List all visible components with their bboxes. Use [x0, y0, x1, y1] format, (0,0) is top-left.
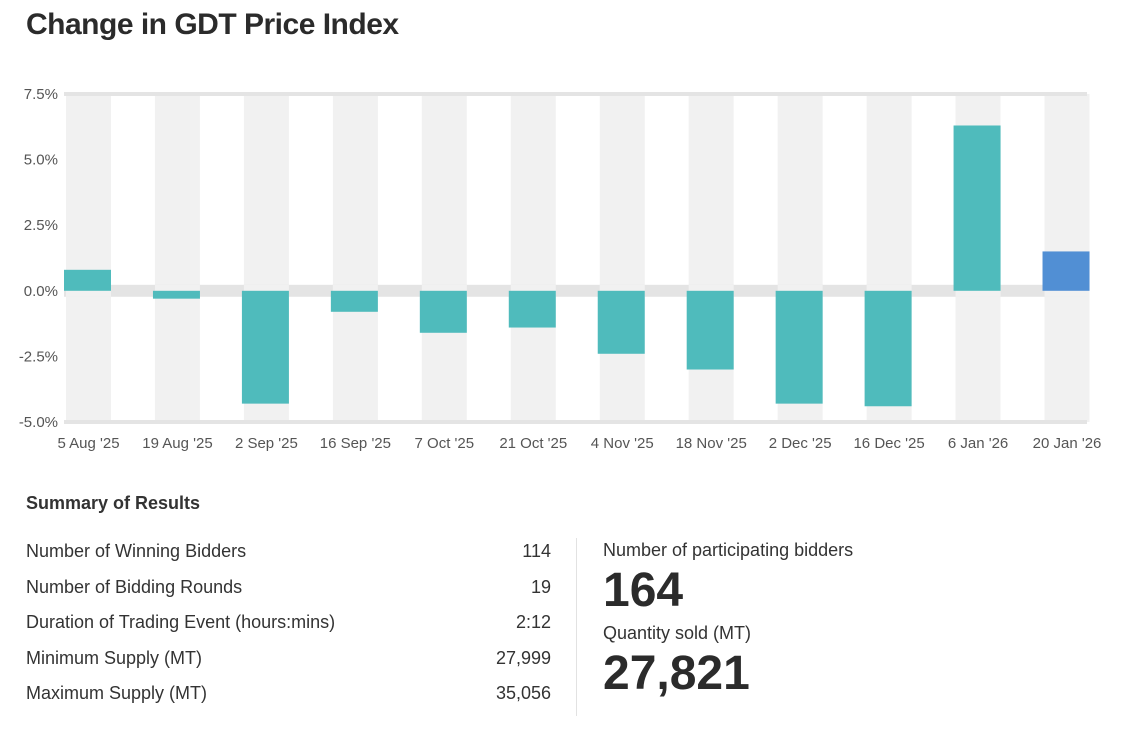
summary-row: Maximum Supply (MT) 35,056 — [26, 676, 551, 712]
summary-title: Summary of Results — [26, 493, 201, 513]
page-title: Change in GDT Price Index — [26, 8, 399, 41]
row-value: 2:12 — [515, 612, 551, 632]
y-tick-label: -5.0% — [19, 414, 58, 431]
x-tick-label: 21 Oct '25 — [499, 435, 567, 452]
x-tick-label: 18 Nov '25 — [676, 435, 747, 452]
summary-row: Number of Winning Bidders 114 — [26, 534, 551, 570]
x-tick-label: 6 Jan '26 — [948, 435, 1008, 452]
x-tick-label: 16 Sep '25 — [320, 435, 391, 452]
bar-18-nov-25 — [686, 290, 734, 370]
bottom-gridline — [64, 420, 1087, 424]
column-stripe — [66, 94, 111, 422]
x-tick-label: 7 Oct '25 — [415, 435, 475, 452]
y-tick-label: 0.0% — [24, 283, 58, 300]
y-tick-label: 7.5% — [24, 86, 58, 103]
row-label: Number of Bidding Rounds — [26, 576, 243, 597]
summary-row: Number of Bidding Rounds 19 — [26, 570, 551, 606]
x-tick-label: 20 Jan '26 — [1033, 435, 1102, 452]
x-tick-label: 2 Sep '25 — [235, 435, 298, 452]
bar-5-aug-25 — [64, 269, 111, 291]
divider — [576, 538, 577, 716]
participating-bidders-value: 164 — [603, 564, 684, 617]
y-tick-label: -2.5% — [19, 348, 58, 365]
row-label: Duration of Trading Event (hours:mins) — [26, 612, 336, 632]
row-value: 27,999 — [495, 647, 551, 668]
bar-16-dec-25 — [864, 290, 912, 407]
bar-6-jan-26 — [953, 125, 1001, 291]
x-tick-label: 5 Aug '25 — [57, 435, 119, 452]
x-tick-label: 2 Dec '25 — [769, 435, 832, 452]
x-tick-label: 19 Aug '25 — [142, 435, 212, 452]
x-tick-label: 16 Dec '25 — [853, 435, 924, 452]
summary-row: Duration of Trading Event (hours:mins) 2:… — [26, 605, 551, 641]
column-stripe — [599, 94, 645, 422]
y-tick-label: 2.5% — [24, 217, 58, 234]
bar-2-dec-25 — [775, 290, 823, 404]
summary-table: Number of Winning Bidders 114 Number of B… — [26, 534, 551, 712]
y-tick-label: 5.0% — [24, 152, 58, 169]
bar-4-nov-25 — [597, 290, 645, 354]
bar-7-oct-25 — [419, 290, 467, 333]
row-label: Number of Winning Bidders — [26, 541, 247, 561]
top-gridline — [64, 92, 1087, 96]
row-label: Maximum Supply (MT) — [26, 683, 208, 703]
quantity-sold-value: 27,821 — [603, 647, 750, 700]
quantity-sold-label: Quantity sold (MT) — [603, 623, 752, 643]
bar-21-oct-25 — [508, 290, 556, 328]
row-value: 114 — [522, 541, 551, 561]
x-tick-label: 4 Nov '25 — [591, 435, 654, 452]
zero-band — [64, 284, 1087, 297]
bar-16-sep-25 — [330, 290, 378, 312]
bar-20-jan-26 — [1042, 251, 1090, 291]
row-value: 35,056 — [495, 683, 551, 703]
participating-bidders-label: Number of participating bidders — [603, 540, 854, 560]
column-stripe — [332, 94, 378, 422]
price-index-chart: 7.5% 5.0% 2.5% 0.0% -2.5% -5.0% 5 Aug '25 19 Au… — [19, 86, 1102, 452]
row-label: Minimum Supply (MT) — [26, 647, 203, 668]
column-stripe — [154, 94, 200, 422]
bar-2-sep-25 — [241, 290, 289, 404]
row-value: 19 — [530, 576, 551, 597]
bar-19-aug-25 — [152, 290, 200, 299]
summary-row: Minimum Supply (MT) 27,999 — [26, 641, 551, 677]
column-stripe — [510, 94, 556, 422]
column-stripe — [688, 94, 734, 422]
column-stripe — [421, 94, 467, 422]
